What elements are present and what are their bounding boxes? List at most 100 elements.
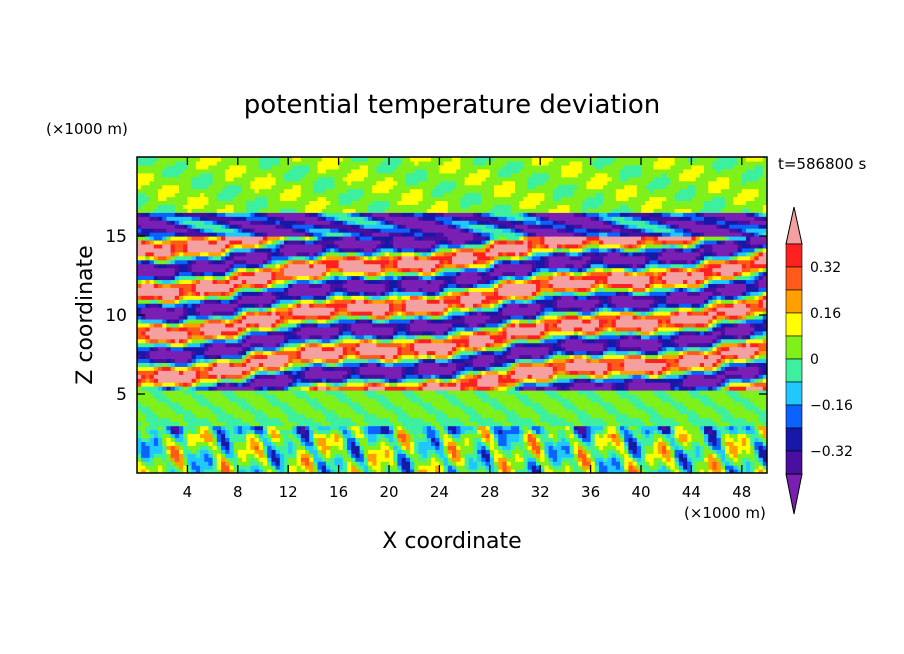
contour-cell-1993	[645, 370, 650, 375]
contour-cell-1107	[725, 433, 730, 439]
contour-cell-3288	[233, 295, 239, 300]
contour-cell-2673	[502, 330, 508, 336]
contour-cell-4735	[401, 212, 415, 217]
contour-cell-147	[338, 465, 344, 470]
contour-cell-4821	[460, 204, 470, 209]
contour-cell-998	[741, 437, 747, 442]
contour-cell-3669	[363, 275, 369, 281]
contour-cell-4606	[179, 220, 184, 225]
contour-cell-4684	[435, 216, 453, 221]
contour-cell-3803	[237, 267, 247, 273]
contour-cell-1330	[284, 421, 298, 427]
contour-cell-541	[615, 453, 621, 458]
contour-cell-4754	[607, 212, 621, 217]
contour-cell-3874	[246, 263, 260, 269]
contour-cell-4263	[464, 243, 482, 249]
contour-cell-2979	[645, 315, 671, 320]
contour-cell-3615	[527, 279, 533, 284]
contour-cell-3405	[540, 291, 545, 296]
contour-cell-2937	[347, 315, 361, 320]
contour-cell-560	[720, 453, 726, 458]
contour-cell-2191	[506, 358, 516, 363]
contour-cell-4696	[590, 216, 596, 221]
contour-cell-2132	[607, 362, 613, 367]
contour-cell-4096	[326, 251, 340, 257]
contour-cell-2769	[137, 322, 151, 328]
contour-cell-2502	[237, 338, 243, 344]
contour-cell-2013	[162, 366, 172, 371]
contour-cell-4580	[506, 224, 516, 229]
contour-cell-4054	[548, 255, 571, 261]
contour-cell-3864	[762, 267, 767, 273]
contour-cell-2048	[485, 366, 491, 371]
contour-cell-3370	[258, 291, 264, 296]
contour-cell-59	[439, 469, 445, 473]
contour-cell-3957	[338, 259, 365, 265]
contour-cell-1551	[376, 397, 390, 403]
contour-cell-3163	[405, 303, 449, 308]
contour-cell-4036	[397, 255, 403, 261]
contour-cell-887	[725, 441, 734, 446]
contour-cell-1554	[422, 397, 449, 403]
contour-cell-1202	[624, 429, 629, 435]
contour-cell-1423	[649, 413, 663, 419]
contour-cell-1846	[573, 378, 579, 383]
contour-cell-4984	[456, 184, 495, 190]
contour-cell-1362	[208, 417, 218, 423]
contour-cell-3691	[523, 275, 529, 281]
contour-cell-1957	[292, 370, 298, 375]
contour-cell-3834	[540, 267, 550, 273]
contour-cell-4716	[183, 212, 209, 217]
contour-cell-4636	[510, 220, 524, 225]
contour-cell-4143	[641, 251, 646, 257]
contour-cell-3253	[527, 299, 533, 304]
contour-cell-2430	[212, 342, 226, 348]
contour-cell-958	[489, 437, 495, 442]
contour-cell-3916	[649, 263, 659, 269]
contour-cell-4328	[334, 239, 382, 245]
contour-cell-539	[607, 453, 613, 458]
contour-cell-3325	[527, 295, 533, 300]
contour-cell-1538	[137, 397, 159, 403]
contour-cell-1382	[565, 417, 579, 423]
contour-cell-999	[746, 437, 751, 442]
contour-cell-2223	[204, 354, 209, 360]
contour-cell-2805	[464, 322, 470, 328]
contour-cell-914	[258, 437, 264, 442]
contour-cell-2154	[174, 358, 188, 363]
contour-cell-2395	[485, 346, 503, 352]
contour-cell-3175	[502, 303, 508, 308]
contour-cell-516	[460, 453, 466, 458]
contour-cell-1918	[594, 374, 604, 379]
contour-cell-1411	[435, 413, 449, 419]
contour-cell-4252	[326, 243, 335, 249]
contour-cell-4280	[599, 243, 621, 249]
contour-cell-3795	[137, 267, 176, 273]
contour-cell-3959	[389, 259, 394, 265]
contour-cell-699	[271, 445, 277, 450]
contour-cell-1434	[191, 409, 214, 415]
contour-cell-3853	[670, 267, 680, 273]
contour-cell-4634	[477, 220, 491, 225]
contour-cell-2052	[510, 366, 516, 371]
contour-cell-82	[582, 469, 587, 473]
contour-cell-1059	[460, 433, 482, 439]
contour-cell-3393	[439, 291, 445, 296]
contour-cell-3843	[603, 267, 613, 273]
contour-cell-3027	[452, 311, 466, 316]
contour-cell-2464	[515, 342, 524, 348]
contour-cell-4742	[481, 212, 491, 217]
contour-cell-3247	[498, 299, 503, 304]
contour-cell-34	[309, 469, 314, 473]
contour-cell-4633	[468, 220, 478, 225]
contour-cell-4695	[548, 216, 592, 221]
contour-cell-2911	[733, 318, 743, 324]
contour-cell-2432	[242, 342, 251, 348]
contour-cell-4824	[510, 204, 520, 209]
contour-cell-1966	[405, 370, 415, 375]
contour-cell-3122	[674, 307, 680, 312]
contour-cell-1098	[670, 433, 676, 439]
contour-cell-3150	[275, 303, 281, 308]
contour-cell-4028	[359, 255, 365, 261]
contour-cell-111	[750, 469, 755, 473]
